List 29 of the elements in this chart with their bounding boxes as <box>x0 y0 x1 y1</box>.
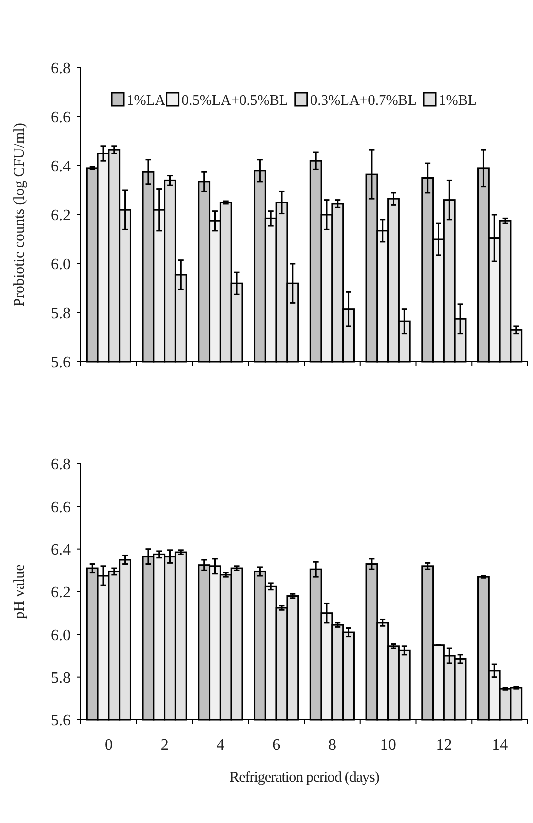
legend-label: 0.3%LA+0.7%BL <box>310 93 417 110</box>
y-tick-label: 6.2 <box>51 208 71 225</box>
legend-label: 1%LA <box>127 93 166 110</box>
y-tick-label: 6.6 <box>51 499 71 516</box>
x-tick-label: 0 <box>104 737 113 754</box>
legend-label: 0.5%LA+0.5%BL <box>182 93 288 110</box>
y-tick-label: 6.8 <box>51 456 71 474</box>
y-tick-label: 5.8 <box>51 306 71 323</box>
y-axis-title: pH value <box>12 564 28 620</box>
y-tick-label: 6.8 <box>51 60 71 78</box>
x-tick-label: 2 <box>160 737 169 754</box>
y-axis-title: Probiotic counts (log CFU/ml) <box>12 123 28 307</box>
x-tick-label: 14 <box>492 737 508 754</box>
y-tick-label: 6.0 <box>51 256 71 274</box>
x-axis-title: Refrigeration period (days) <box>230 770 380 786</box>
y-tick-label: 6.6 <box>51 110 71 127</box>
x-tick-label: 4 <box>216 737 225 754</box>
legend-label: 1%BL <box>439 93 477 110</box>
x-tick-label: 8 <box>328 737 336 754</box>
y-tick-label: 6.2 <box>51 584 71 602</box>
y-tick-label: 6.4 <box>51 158 71 176</box>
y-tick-label: 5.6 <box>51 712 71 730</box>
x-tick-label: 10 <box>380 737 396 754</box>
x-tick-label: 12 <box>436 737 452 754</box>
y-tick-label: 5.8 <box>51 670 71 687</box>
x-tick-label: 6 <box>272 737 281 754</box>
y-tick-label: 5.6 <box>51 354 71 372</box>
y-tick-label: 6.0 <box>51 627 71 644</box>
y-tick-label: 6.4 <box>51 542 71 559</box>
